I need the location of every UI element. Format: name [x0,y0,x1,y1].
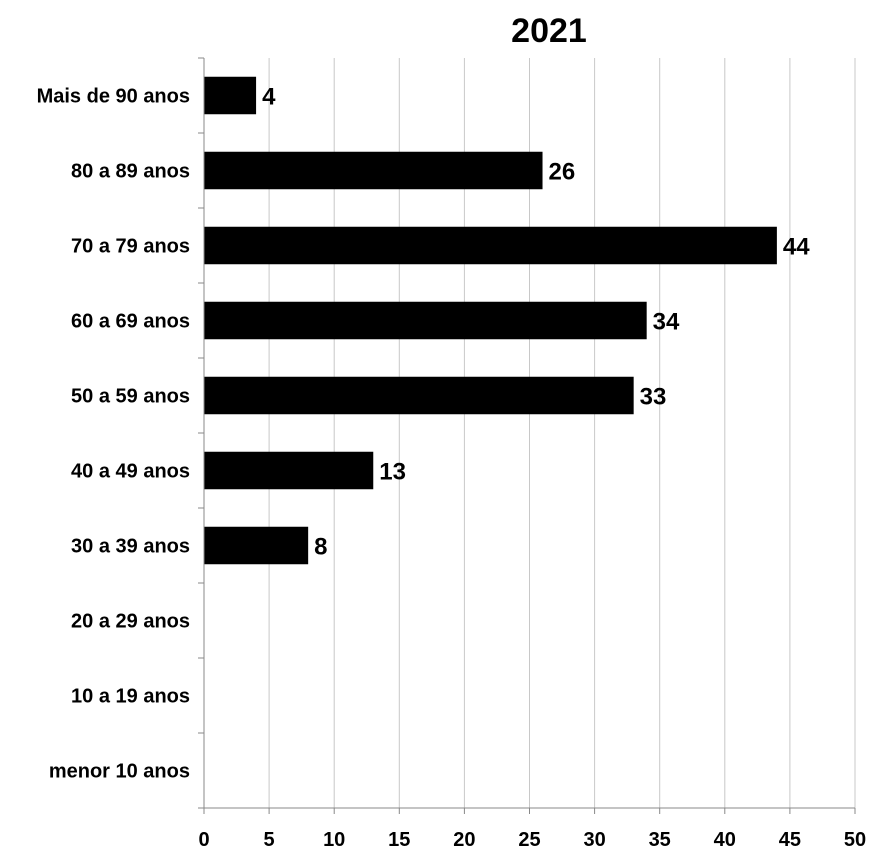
x-tick-label-0: 0 [198,829,209,851]
bar [204,451,374,490]
data-label: 44 [783,234,810,261]
x-tick-label-35: 35 [649,829,671,851]
labels: 0 5 10 15 20 25 30 35 40 45 50 Mais de 90 anos 4 80 a… [37,84,867,852]
category-label: 40 a 49 anos [71,461,190,483]
bar [204,376,634,415]
data-label: 34 [653,309,680,336]
category-label: Mais de 90 anos [37,86,190,108]
category-label: 30 a 39 anos [71,536,190,558]
category-label: 60 a 69 anos [71,311,190,333]
bars [204,76,777,565]
bar [204,301,647,340]
bar [204,151,543,190]
category-label: 50 a 59 anos [71,386,190,408]
category-label: 80 a 89 anos [71,161,190,183]
x-tick-label-15: 15 [388,829,410,851]
category-label: 70 a 79 anos [71,236,190,258]
data-label: 13 [379,459,406,486]
x-tick-label-10: 10 [323,829,345,851]
category-label: 10 a 19 anos [71,686,190,708]
data-label: 33 [640,384,667,411]
x-tick-label-25: 25 [518,829,540,851]
x-tick-label-45: 45 [779,829,801,851]
chart-title: 2021 [511,12,587,50]
axes [198,57,856,814]
x-tick-label-40: 40 [714,829,736,851]
bar [204,526,309,565]
bar [204,226,777,265]
category-label: 20 a 29 anos [71,611,190,633]
x-tick-label-5: 5 [264,829,275,851]
x-tick-label-20: 20 [453,829,475,851]
data-label: 4 [262,84,276,111]
x-tick-label-30: 30 [583,829,605,851]
data-label: 8 [314,534,327,561]
bar [204,76,257,115]
data-label: 26 [549,159,576,186]
x-tick-label-50: 50 [844,829,866,851]
category-label: menor 10 anos [49,761,190,783]
